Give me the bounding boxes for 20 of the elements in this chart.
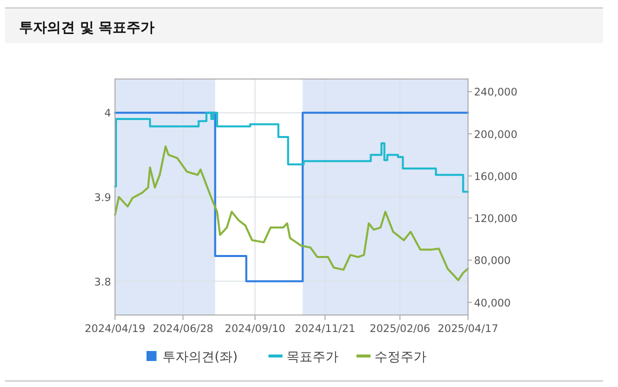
x-tick-label: 2024/11/21 <box>294 323 356 335</box>
line-series <box>114 145 469 282</box>
x-tick-label: 2024/04/19 <box>84 323 146 335</box>
y2-tick-label: 120,000 <box>474 213 518 226</box>
x-tick-label: 2024/09/10 <box>224 323 286 335</box>
x-tick-label: 2025/04/17 <box>438 323 498 335</box>
chart-title: 투자의견 및 목표주가 <box>19 20 155 36</box>
legend-label: 투자의견(좌) <box>162 350 238 365</box>
y2-tick-label: 200,000 <box>474 128 518 141</box>
y-tick-label: 3.8 <box>94 276 111 288</box>
legend-label: 목표주가 <box>286 350 338 365</box>
y-tick-label: 4 <box>104 108 112 120</box>
y2-tick-label: 240,000 <box>474 86 518 99</box>
x-tick-label: 2025/02/06 <box>370 323 430 335</box>
legend-label: 수정주가 <box>374 350 426 365</box>
y2-tick-label: 80,000 <box>474 255 511 268</box>
x-tick-label: 2024/06/28 <box>152 323 214 335</box>
y2-tick-label: 40,000 <box>474 297 511 310</box>
y-tick-label: 3.9 <box>94 192 111 204</box>
y2-tick-label: 160,000 <box>474 170 518 183</box>
